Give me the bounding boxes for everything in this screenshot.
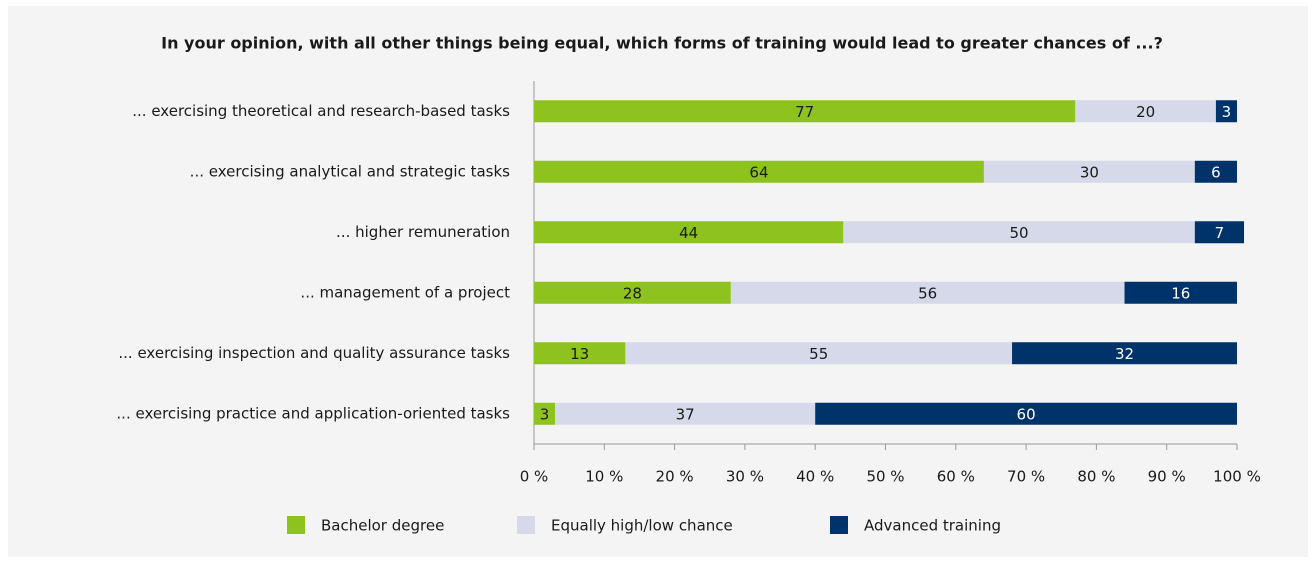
bar-segment bbox=[534, 402, 556, 425]
x-tick-label: 90 % bbox=[1148, 468, 1186, 486]
legend-label: Advanced training bbox=[864, 517, 1001, 535]
legend-swatch bbox=[287, 516, 305, 534]
y-tick-label: ... exercising practice and application-… bbox=[116, 404, 510, 422]
data-label: 30 bbox=[1080, 163, 1099, 181]
legend-swatch bbox=[830, 516, 848, 534]
data-label: 7 bbox=[1215, 224, 1225, 242]
x-tick-label: 100 % bbox=[1213, 468, 1261, 486]
panel bbox=[8, 6, 1308, 557]
y-tick-label: ... exercising theoretical and research-… bbox=[132, 102, 510, 120]
bar-segment bbox=[983, 160, 1195, 183]
data-label: 37 bbox=[676, 405, 695, 423]
data-label: 60 bbox=[1017, 405, 1036, 423]
data-label: 3 bbox=[540, 405, 550, 423]
chart-title: In your opinion, with all other things b… bbox=[161, 34, 1163, 53]
legend-label: Equally high/low chance bbox=[551, 517, 733, 535]
bar-segment bbox=[1194, 221, 1245, 244]
bar-segment bbox=[625, 342, 1013, 365]
legend-swatch bbox=[517, 516, 535, 534]
x-tick-label: 70 % bbox=[1007, 468, 1045, 486]
y-tick-label: ... exercising inspection and quality as… bbox=[118, 344, 510, 362]
bar-segment bbox=[1075, 100, 1216, 123]
data-label: 28 bbox=[623, 284, 642, 302]
bar-segment bbox=[1012, 342, 1237, 365]
y-tick-label: ... higher remuneration bbox=[336, 223, 510, 241]
data-label: 77 bbox=[795, 103, 814, 121]
bar-segment bbox=[534, 221, 844, 244]
data-label: 44 bbox=[679, 224, 698, 242]
bar-segment bbox=[555, 402, 816, 425]
bar-segment bbox=[815, 402, 1237, 425]
bar-segment bbox=[534, 342, 626, 365]
data-label: 50 bbox=[1010, 224, 1029, 242]
data-label: 56 bbox=[918, 284, 937, 302]
x-tick-label: 40 % bbox=[796, 468, 834, 486]
bar-segment bbox=[730, 281, 1125, 304]
data-label: 55 bbox=[809, 345, 828, 363]
y-tick-label: ... management of a project bbox=[300, 283, 510, 301]
bar-segment bbox=[1124, 281, 1237, 304]
x-tick-label: 60 % bbox=[937, 468, 975, 486]
x-tick-label: 80 % bbox=[1077, 468, 1115, 486]
data-label: 6 bbox=[1211, 163, 1221, 181]
x-tick-label: 20 % bbox=[656, 468, 694, 486]
bar-segment bbox=[534, 100, 1076, 123]
bar-segment bbox=[534, 160, 984, 183]
x-tick-label: 50 % bbox=[866, 468, 904, 486]
x-tick-label: 30 % bbox=[726, 468, 764, 486]
legend-label: Bachelor degree bbox=[321, 517, 444, 535]
bar-segment bbox=[843, 221, 1195, 244]
bar-segment bbox=[1194, 160, 1237, 183]
y-tick-label: ... exercising analytical and strategic … bbox=[190, 162, 511, 180]
bar-segment bbox=[1215, 100, 1237, 123]
x-tick-label: 0 % bbox=[520, 468, 549, 486]
data-label: 20 bbox=[1136, 103, 1155, 121]
data-label: 13 bbox=[570, 345, 589, 363]
bar-segment bbox=[534, 281, 731, 304]
data-label: 3 bbox=[1222, 103, 1232, 121]
data-label: 16 bbox=[1171, 284, 1190, 302]
data-label: 64 bbox=[749, 163, 768, 181]
x-tick-label: 10 % bbox=[585, 468, 623, 486]
data-label: 32 bbox=[1115, 345, 1134, 363]
